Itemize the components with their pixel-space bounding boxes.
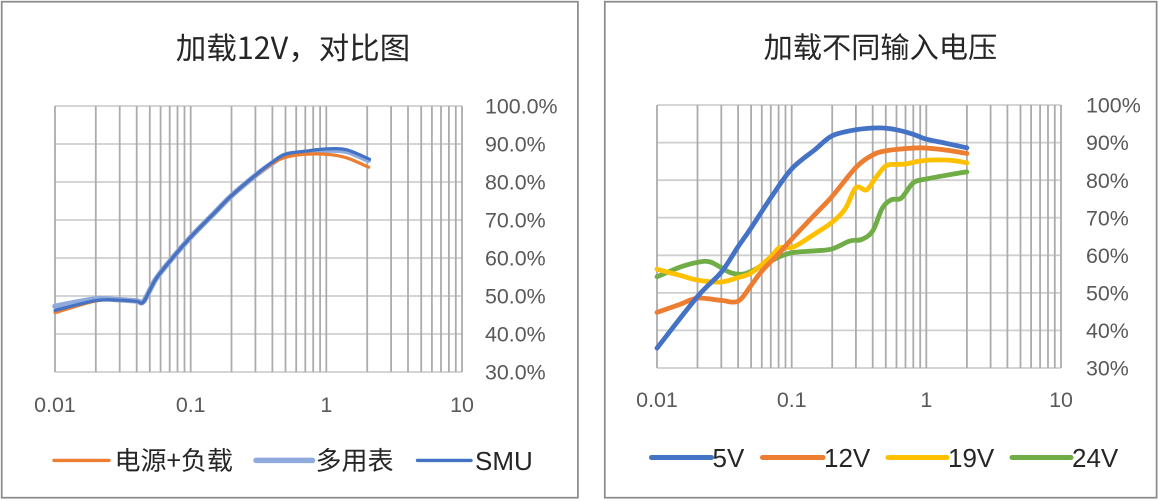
svg-text:5V: 5V	[713, 443, 745, 473]
svg-text:19V: 19V	[948, 443, 995, 473]
svg-text:50.0%: 50.0%	[485, 285, 546, 309]
svg-text:80%: 80%	[1086, 169, 1129, 193]
svg-text:90%: 90%	[1086, 131, 1129, 155]
svg-text:1: 1	[920, 388, 932, 412]
svg-text:10: 10	[1049, 388, 1073, 412]
svg-text:70.0%: 70.0%	[485, 209, 546, 233]
svg-text:24V: 24V	[1072, 443, 1119, 473]
svg-text:30.0%: 30.0%	[485, 361, 546, 385]
svg-text:10: 10	[450, 393, 474, 417]
svg-text:0.1: 0.1	[176, 393, 206, 417]
svg-text:0.01: 0.01	[34, 393, 76, 417]
svg-text:100%: 100%	[1086, 94, 1141, 118]
svg-text:60.0%: 60.0%	[485, 247, 546, 271]
svg-text:0.1: 0.1	[777, 388, 807, 412]
svg-text:40%: 40%	[1086, 319, 1129, 343]
svg-text:80.0%: 80.0%	[485, 171, 546, 195]
svg-text:30%: 30%	[1086, 357, 1129, 381]
svg-text:90.0%: 90.0%	[485, 133, 546, 157]
svg-text:1: 1	[320, 393, 332, 417]
svg-text:40.0%: 40.0%	[485, 323, 546, 347]
svg-text:70%: 70%	[1086, 206, 1129, 230]
svg-text:12V: 12V	[824, 443, 871, 473]
svg-text:50%: 50%	[1086, 282, 1129, 306]
svg-text:SMU: SMU	[475, 446, 533, 476]
svg-text:0.01: 0.01	[636, 388, 678, 412]
svg-text:100.0%: 100.0%	[485, 95, 558, 119]
svg-text:60%: 60%	[1086, 244, 1129, 268]
